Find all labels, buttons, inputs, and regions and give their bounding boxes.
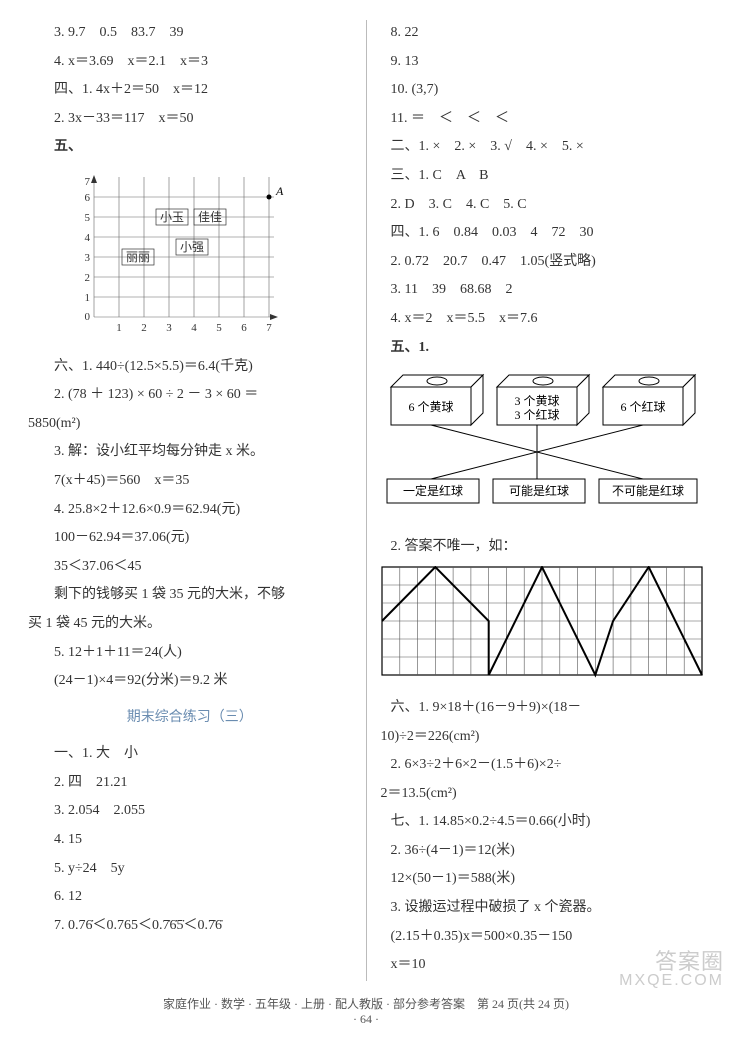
text-line: 4. x＝2 x＝5.5 x＝7.6 xyxy=(381,306,705,333)
text-line: 2. 36÷(4－1)＝12(米) xyxy=(381,838,705,865)
text-line: 10)÷2＝226(cm²) xyxy=(381,724,705,751)
svg-text:3 个红球: 3 个红球 xyxy=(514,407,559,422)
svg-text:3: 3 xyxy=(166,322,172,334)
diagram-svg: 6 个黄球 3 个黄球 3 个红球 xyxy=(381,367,701,517)
svg-text:丽丽: 丽丽 xyxy=(126,250,150,264)
text-line: 2. 四 21.21 xyxy=(28,770,352,797)
right-column: 8. 22 9. 13 10. (3,7) 11. ＝ ＜ ＜ ＜ 二、1. ×… xyxy=(367,20,705,981)
text-line: 一、1. 大 小 xyxy=(28,741,352,768)
text-line: 剩下的钱够买 1 袋 35 元的大米，不够 xyxy=(28,582,352,609)
text-line: 2. 6×3÷2＋6×2－(1.5＋6)×2÷ xyxy=(381,752,705,779)
svg-text:4: 4 xyxy=(85,232,91,244)
svg-text:佳佳: 佳佳 xyxy=(198,210,222,224)
svg-text:5: 5 xyxy=(85,212,91,224)
svg-text:7: 7 xyxy=(85,176,91,188)
text-line: 七、1. 14.85×0.2÷4.5＝0.66(小时) xyxy=(381,809,705,836)
text-line: x＝10 xyxy=(381,952,705,979)
text-line: 5. 12＋1＋11＝24(人) xyxy=(28,640,352,667)
text-line: 6. 12 xyxy=(28,884,352,911)
svg-text:2: 2 xyxy=(141,322,147,334)
svg-text:0: 0 xyxy=(85,311,91,323)
text-line: 35＜37.06＜45 xyxy=(28,554,352,581)
svg-text:5: 5 xyxy=(216,322,222,334)
svg-text:1: 1 xyxy=(116,322,122,334)
text-line: 12×(50－1)＝588(米) xyxy=(381,866,705,893)
text-line: 4. 15 xyxy=(28,827,352,854)
text-line: 2. 0.72 20.7 0.47 1.05(竖式略) xyxy=(381,249,705,276)
coordinate-chart: 0 1 2 3 4 5 6 7 1 2 3 4 5 6 7 A xyxy=(68,167,352,348)
page-footer: 家庭作业 · 数学 · 五年级 · 上册 · 配人教版 · 部分参考答案 第 2… xyxy=(0,991,732,1039)
svg-text:6: 6 xyxy=(241,322,247,334)
text-line: 2. (78 ＋ 123) × 60 ÷ 2 － 3 × 60 ＝ xyxy=(28,382,352,409)
text-line: 3. 设搬运过程中破损了 x 个瓷器。 xyxy=(381,895,705,922)
text-line: 六、1. 9×18＋(16－9＋9)×(18－ xyxy=(381,695,705,722)
left-column: 3. 9.7 0.5 83.7 39 4. x＝3.69 x＝2.1 x＝3 四… xyxy=(28,20,367,981)
text-line: 11. ＝ ＜ ＜ ＜ xyxy=(381,106,705,133)
text-line: 2. 答案不唯一，如： xyxy=(381,534,705,561)
text-line: 2. D 3. C 4. C 5. C xyxy=(381,192,705,219)
footer-line-1: 家庭作业 · 数学 · 五年级 · 上册 · 配人教版 · 部分参考答案 第 2… xyxy=(0,995,732,1012)
svg-text:一定是红球: 一定是红球 xyxy=(402,483,462,498)
svg-text:4: 4 xyxy=(191,322,197,334)
text-line: 5. y÷24 5y xyxy=(28,856,352,883)
box-diagram: 6 个黄球 3 个黄球 3 个红球 xyxy=(381,367,705,528)
text-line: 六、1. 440÷(12.5×5.5)＝6.4(千克) xyxy=(28,354,352,381)
text-line: (24－1)×4＝92(分米)＝9.2 米 xyxy=(28,668,352,695)
text-line: 二、1. × 2. × 3. √ 4. × 5. × xyxy=(381,134,705,161)
text-line: 4. 25.8×2＋12.6×0.9＝62.94(元) xyxy=(28,497,352,524)
section-title: 期末综合练习（三） xyxy=(28,705,352,732)
text-line: 3. 9.7 0.5 83.7 39 xyxy=(28,20,352,47)
pattern-svg xyxy=(381,566,703,678)
svg-text:2: 2 xyxy=(85,272,91,284)
section-five-label: 五、 xyxy=(28,134,352,161)
text-line: (2.15＋0.35)x＝500×0.35－150 xyxy=(381,924,705,951)
text-line: 7. 0.76̇＜0.765＜0.7̇6̇5̇＜0.7̇6̇ xyxy=(28,913,352,940)
text-line: 3. 解：设小红平均每分钟走 x 米。 xyxy=(28,439,352,466)
svg-text:6 个黄球: 6 个黄球 xyxy=(408,400,453,414)
text-line: 9. 13 xyxy=(381,49,705,76)
text-line: 四、1. 6 0.84 0.03 4 72 30 xyxy=(381,220,705,247)
text-line: 买 1 袋 45 元的大米。 xyxy=(28,611,352,638)
section-five-label: 五、1. xyxy=(381,335,705,362)
svg-text:小强: 小强 xyxy=(180,240,204,254)
svg-text:3: 3 xyxy=(85,252,91,264)
text-line: 3. 11 39 68.68 2 xyxy=(381,277,705,304)
text-line: 100－62.94＝37.06(元) xyxy=(28,525,352,552)
svg-text:不可能是红球: 不可能是红球 xyxy=(611,483,683,498)
section-four-2: 2. 3x－33＝117 x＝50 xyxy=(28,106,352,133)
svg-text:1: 1 xyxy=(85,292,91,304)
text-line: 5850(m²) xyxy=(28,411,352,438)
text-line: 10. (3,7) xyxy=(381,77,705,104)
footer-line-2: · 64 · xyxy=(0,1012,732,1027)
svg-text:可能是红球: 可能是红球 xyxy=(508,483,568,498)
svg-text:小玉: 小玉 xyxy=(160,210,184,224)
zigzag-pattern xyxy=(381,566,705,689)
text-line: 7(x＋45)＝560 x＝35 xyxy=(28,468,352,495)
svg-text:6: 6 xyxy=(85,192,91,204)
section-four-1: 四、1. 4x＋2＝50 x＝12 xyxy=(28,77,352,104)
page: 3. 9.7 0.5 83.7 39 4. x＝3.69 x＝2.1 x＝3 四… xyxy=(0,0,732,991)
chart-svg: 0 1 2 3 4 5 6 7 1 2 3 4 5 6 7 A xyxy=(68,167,298,337)
svg-text:3 个黄球: 3 个黄球 xyxy=(514,394,559,408)
text-line: 三、1. C A B xyxy=(381,163,705,190)
svg-text:6 个红球: 6 个红球 xyxy=(620,399,665,414)
text-line: 4. x＝3.69 x＝2.1 x＝3 xyxy=(28,49,352,76)
svg-text:A: A xyxy=(275,184,284,198)
svg-text:7: 7 xyxy=(266,322,272,334)
text-line: 3. 2.054 2.055 xyxy=(28,798,352,825)
text-line: 8. 22 xyxy=(381,20,705,47)
text-line: 2＝13.5(cm²) xyxy=(381,781,705,808)
